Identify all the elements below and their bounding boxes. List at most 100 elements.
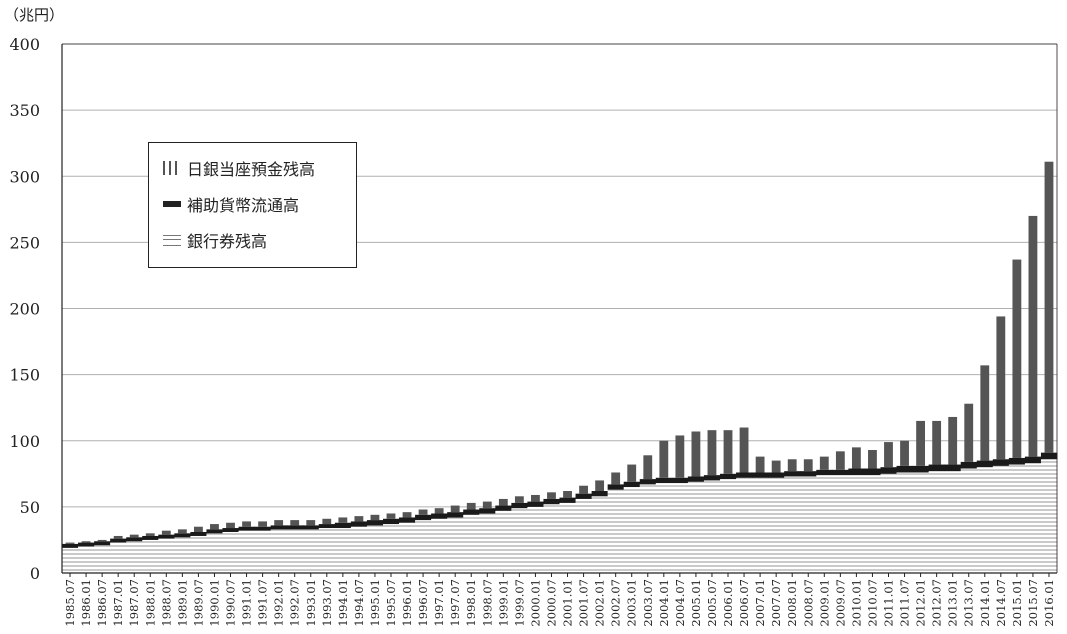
bar-notes [463, 514, 480, 573]
bar-coin [623, 481, 641, 488]
x-tick-label: 2003.07 [641, 579, 655, 627]
bar-notes [270, 529, 288, 573]
bar-notes [655, 483, 673, 573]
x-tick-label: 2004.01 [657, 579, 671, 627]
bar-reserve [643, 455, 653, 480]
bar-notes [254, 530, 272, 573]
x-tick-label: 2011.01 [881, 579, 895, 627]
bar-notes [607, 489, 625, 573]
bar-reserve [659, 440, 669, 478]
bar-notes [382, 524, 400, 573]
bar-coin [415, 514, 432, 521]
x-tick-label: 1991.07 [256, 579, 270, 627]
bar-reserve [964, 403, 974, 462]
bar-notes [960, 468, 978, 573]
bar-coin [912, 465, 930, 473]
bar-coin [768, 472, 785, 478]
bar-notes [800, 476, 817, 573]
x-tick-label: 2008.07 [801, 579, 815, 627]
bar-notes [736, 477, 753, 573]
bar-notes [447, 517, 464, 573]
bar-reserve [675, 435, 685, 478]
bar-coin [158, 534, 175, 539]
bar-coin [736, 472, 753, 478]
x-tick-label: 1987.01 [111, 579, 125, 627]
bar-coin [62, 543, 79, 548]
bar-reserve [932, 420, 942, 465]
x-tick-label: 2006.01 [721, 579, 735, 627]
bar-reserve [868, 450, 877, 469]
bar-reserve [547, 492, 556, 499]
bar-notes [784, 476, 801, 573]
bar-notes [110, 542, 127, 573]
bar-coin [928, 464, 946, 472]
x-tick-label: 1988.01 [143, 579, 157, 627]
bar-reserve [980, 365, 990, 461]
bar-coin [703, 475, 721, 481]
bar-coin [944, 464, 962, 472]
bar-coin [1024, 456, 1042, 464]
bar-coin [334, 522, 352, 529]
bar-reserve [450, 505, 460, 513]
bar-notes [944, 471, 962, 573]
bar-reserve [916, 420, 926, 466]
y-tick-label: 250 [9, 233, 40, 252]
bar-reserve [145, 533, 155, 536]
x-tick-label: 2001.07 [577, 579, 591, 627]
bar-notes [222, 532, 240, 573]
bar-coin [479, 508, 496, 514]
bar-reserve [402, 512, 412, 518]
bar-notes [575, 498, 593, 573]
bar-coin [431, 513, 448, 519]
bar-coin [110, 538, 127, 543]
bar-notes [174, 537, 191, 573]
bar-notes [992, 465, 1010, 573]
legend-item-notes: 銀行券残高 [163, 227, 267, 253]
bar-reserve [498, 498, 508, 506]
bar-coin [896, 465, 914, 473]
bar-notes [479, 513, 496, 573]
bar-notes [350, 526, 368, 573]
bar-coin [238, 526, 256, 531]
bar-coin [254, 526, 272, 531]
x-tick-label: 2015.01 [1010, 579, 1024, 627]
bar-reserve [418, 509, 428, 515]
bar-reserve [65, 542, 75, 544]
bar-reserve [177, 529, 187, 534]
x-tick-label: 1990.01 [207, 579, 221, 627]
x-tick-label: 1999.01 [496, 579, 510, 627]
bar-notes [238, 530, 256, 573]
bar-coin [318, 524, 336, 529]
bar-coin [302, 525, 320, 530]
bar-notes [334, 528, 352, 573]
bar-notes [623, 487, 641, 573]
x-tick-label: 2012.07 [930, 579, 944, 627]
bar-notes [703, 480, 721, 573]
x-tick-label: 1996.01 [400, 579, 414, 627]
x-tick-label: 2011.07 [898, 579, 912, 627]
x-tick-label: 2009.01 [817, 579, 831, 627]
bar-reserve [1012, 259, 1022, 458]
bar-notes [495, 510, 512, 573]
bar-notes [928, 471, 946, 573]
bar-notes [832, 475, 849, 573]
bar-reserve [707, 430, 717, 476]
bar-notes [543, 504, 560, 573]
x-tick-label: 2014.07 [994, 579, 1008, 627]
bar-coin [752, 472, 769, 478]
bar-notes [366, 525, 384, 573]
bar-notes [302, 529, 320, 573]
bar-notes [142, 539, 159, 573]
x-tick-label: 2014.01 [978, 579, 992, 627]
y-tick-label: 100 [9, 432, 40, 451]
bar-reserve [900, 440, 909, 466]
x-tick-label: 2016.01 [1042, 579, 1056, 627]
bar-coin [94, 541, 111, 546]
bar-coin [864, 468, 881, 476]
bar-reserve [851, 447, 861, 469]
bar-reserve [595, 480, 605, 492]
x-tick-label: 2000.01 [528, 579, 542, 627]
x-tick-label: 1998.07 [480, 579, 494, 627]
bar-reserve [755, 456, 765, 473]
x-tick-label: 2002.01 [593, 579, 607, 627]
